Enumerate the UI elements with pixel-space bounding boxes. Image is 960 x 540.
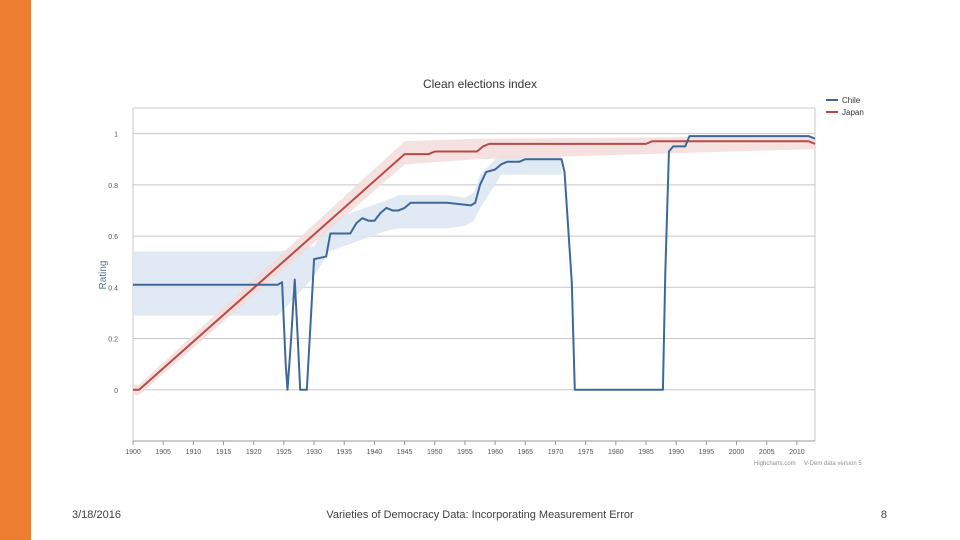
x-tick-label: 1985	[638, 449, 654, 456]
x-tick-label: 1975	[578, 449, 594, 456]
axis-layer: 0 0.2 0.4 0.6 0.8 1 1900 1905 1910 1915 1920 1925 19…	[108, 132, 805, 456]
y-tick-label: 1	[114, 132, 118, 139]
x-tick-label: 1960	[487, 449, 503, 456]
chart-title: Clean elections index	[423, 77, 537, 91]
confidence-band-chile	[133, 156, 562, 316]
x-tick-label: 1900	[125, 449, 141, 456]
x-tick-label: 2010	[789, 449, 805, 456]
y-tick-label: 0	[114, 388, 118, 395]
x-tick-label: 1905	[155, 449, 171, 456]
x-tick-label: 1940	[367, 449, 383, 456]
x-tick-label: 1945	[397, 449, 413, 456]
credit-highcharts[interactable]: Highcharts.com	[754, 461, 796, 467]
series-line-chile[interactable]	[133, 135, 816, 391]
x-tick-label: 1950	[427, 449, 443, 456]
x-tick-label: 2005	[759, 449, 775, 456]
x-tick-label: 1935	[336, 449, 352, 456]
y-tick-label: 0.6	[108, 234, 118, 241]
y-tick-label: 0.2	[108, 337, 118, 344]
x-tick-label: 1910	[186, 449, 202, 456]
series-line-japan[interactable]	[133, 140, 816, 391]
band-layer	[133, 136, 815, 395]
y-axis-label: Rating	[98, 261, 109, 290]
page-number: 8	[880, 509, 887, 521]
y-tick-label: 0.4	[108, 285, 118, 292]
x-tick-label: 1965	[518, 449, 534, 456]
credit-data-version: V-Dem data version 5	[804, 461, 862, 467]
clean-elections-chart: 0 0.2 0.4 0.6 0.8 1 1900 1905 1910 1915 1920 1925 19…	[98, 77, 864, 467]
accent-bar	[0, 0, 31, 540]
legend-label-japan[interactable]: Japan	[842, 108, 864, 117]
legend: Chile Japan	[826, 96, 864, 117]
y-tick-label: 0.8	[108, 183, 118, 190]
x-tick-label: 1920	[246, 449, 262, 456]
footer-title: Varieties of Democracy Data: Incorporati…	[326, 509, 634, 521]
x-tick-label: 2000	[729, 449, 745, 456]
confidence-band-japan	[133, 136, 815, 395]
footer-date: 3/18/2016	[72, 509, 121, 521]
x-tick-label: 1980	[608, 449, 624, 456]
x-tick-label: 1970	[548, 449, 564, 456]
x-tick-label: 1955	[457, 449, 473, 456]
x-tick-label: 1930	[306, 449, 322, 456]
x-tick-label: 1915	[216, 449, 232, 456]
legend-label-chile[interactable]: Chile	[842, 96, 861, 105]
line-layer	[133, 135, 816, 391]
x-tick-label: 1990	[668, 449, 684, 456]
x-tick-label: 1995	[699, 449, 715, 456]
x-tick-label: 1925	[276, 449, 292, 456]
